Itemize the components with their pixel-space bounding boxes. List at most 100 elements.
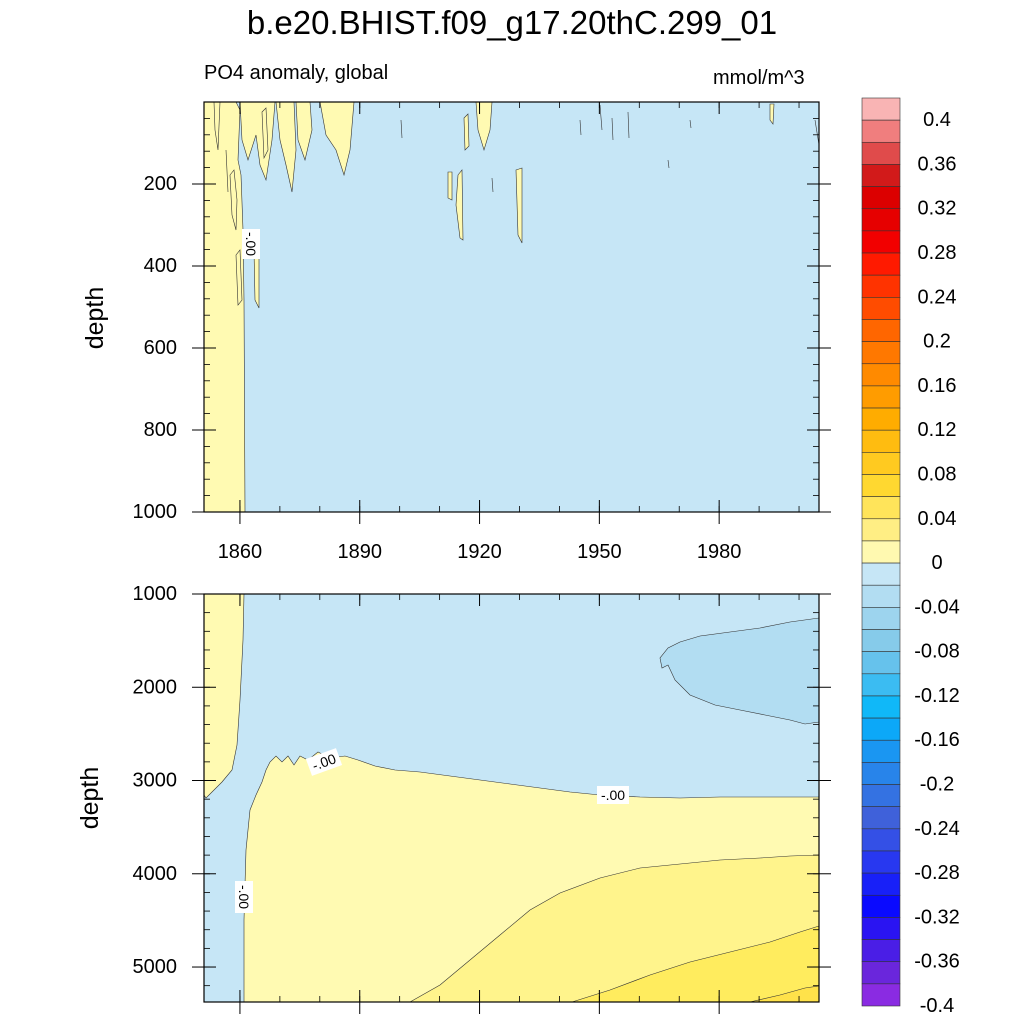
lower-contour-label-1: -.00 xyxy=(305,748,343,776)
upper-plot-frame xyxy=(203,101,820,513)
colorbar-label: -0.24 xyxy=(914,818,960,840)
upper-panel: -.00 200 400 600 800 1000 1860 1890 1920 1950 19… xyxy=(81,101,831,563)
upper-positive-patch xyxy=(515,167,523,244)
y-tick-label: 1000 xyxy=(133,583,178,605)
colorbar-swatch xyxy=(861,297,901,320)
colorbar xyxy=(861,97,901,1007)
colorbar-swatch xyxy=(861,407,901,431)
lower-y-axis-label: depth xyxy=(76,767,104,830)
y-tick-label: 5000 xyxy=(133,956,178,978)
colorbar-swatch xyxy=(861,607,901,630)
x-tick-label: 1980 xyxy=(697,541,742,563)
upper-contour-label-1: -.00 xyxy=(242,229,260,259)
lower-negative-blob xyxy=(659,617,820,725)
colorbar-label: -0.4 xyxy=(920,995,954,1017)
upper-positive-patch xyxy=(235,249,243,306)
colorbar-swatch xyxy=(861,762,901,785)
colorbar-label: -0.04 xyxy=(914,596,960,618)
colorbar-labels: 0.4 0.36 0.32 0.28 0.24 0.2 0.16 0.12 0.08 0.04 0 -… xyxy=(914,109,960,1017)
upper-positive-band xyxy=(203,101,246,513)
y-tick-label: 800 xyxy=(144,419,177,441)
upper-x-axis: 1860 1890 1920 1950 1980 xyxy=(218,102,800,563)
colorbar-label: 0.28 xyxy=(918,242,957,264)
colorbar-swatch xyxy=(861,562,901,586)
colorbar-swatch xyxy=(861,363,901,387)
colorbar-label: 0.12 xyxy=(918,419,957,441)
svg-text:-.00: -.00 xyxy=(236,885,252,909)
colorbar-swatch xyxy=(861,584,901,608)
upper-positive-patch xyxy=(229,169,238,231)
colorbar-swatch xyxy=(861,274,901,298)
colorbar-swatch xyxy=(861,252,901,276)
lower-plot-frame xyxy=(203,593,820,1003)
colorbar-label: -0.32 xyxy=(914,906,960,928)
colorbar-swatch xyxy=(861,429,901,453)
colorbar-swatch xyxy=(861,961,901,985)
colorbar-swatch xyxy=(861,319,901,342)
colorbar-label: -0.36 xyxy=(914,951,960,973)
colorbar-swatch xyxy=(861,939,901,963)
colorbar-label: 0.2 xyxy=(923,331,951,353)
colorbar-swatch xyxy=(861,828,901,852)
colorbar-swatch xyxy=(861,164,901,187)
chart-units: mmol/m^3 xyxy=(713,67,805,89)
chart-subtitle-variable: PO4 anomaly, global xyxy=(204,62,389,84)
colorbar-swatch xyxy=(861,540,901,564)
colorbar-label: -0.2 xyxy=(920,774,954,796)
y-tick-label: 2000 xyxy=(133,676,178,698)
colorbar-label: -0.28 xyxy=(914,862,960,884)
y-tick-label: 400 xyxy=(144,255,177,277)
upper-negative-region xyxy=(204,102,819,512)
colorbar-swatch xyxy=(861,97,901,121)
upper-positive-patch xyxy=(769,103,775,125)
x-tick-label: 1920 xyxy=(457,541,502,563)
y-tick-label: 1000 xyxy=(133,501,178,523)
lower-panel: -.00 -.00 -.00 1000 2000 3000 4000 5000 dept… xyxy=(76,583,831,1014)
colorbar-label: 0.36 xyxy=(918,153,957,175)
colorbar-swatch xyxy=(861,186,901,210)
colorbar-swatch xyxy=(861,983,901,1007)
y-tick-label: 200 xyxy=(144,173,177,195)
colorbar-label: 0.04 xyxy=(918,508,957,530)
colorbar-swatch xyxy=(861,119,901,143)
upper-y-axis: 200 400 600 800 1000 xyxy=(133,101,831,523)
x-tick-label: 1890 xyxy=(337,541,382,563)
colorbar-swatch xyxy=(861,784,901,807)
colorbar-swatch xyxy=(861,872,901,896)
colorbar-label: 0.4 xyxy=(923,109,951,131)
svg-text:-.00: -.00 xyxy=(310,750,338,773)
lower-positive-strip xyxy=(203,593,245,799)
y-tick-label: 600 xyxy=(144,337,177,359)
colorbar-swatch xyxy=(861,385,901,409)
colorbar-swatch xyxy=(861,739,901,763)
y-tick-label: 4000 xyxy=(133,863,178,885)
lower-x-axis xyxy=(239,594,800,1014)
upper-positive-patch xyxy=(447,171,453,201)
lower-contour-label-2: -.00 xyxy=(597,786,629,804)
upper-positive-patch xyxy=(463,113,470,151)
colorbar-swatch xyxy=(861,474,901,497)
colorbar-swatch xyxy=(861,850,901,874)
colorbar-swatch xyxy=(861,496,901,520)
colorbar-swatch xyxy=(861,917,901,940)
upper-positive-patch xyxy=(261,107,269,160)
svg-text:-.00: -.00 xyxy=(243,232,259,256)
upper-contour-sliver xyxy=(225,104,820,193)
colorbar-swatch xyxy=(861,806,901,830)
upper-y-axis-label: depth xyxy=(81,287,109,350)
colorbar-swatch xyxy=(861,452,901,475)
colorbar-swatch xyxy=(861,717,901,741)
colorbar-swatch xyxy=(861,629,901,652)
x-tick-label: 1860 xyxy=(218,541,263,563)
colorbar-label: 0.08 xyxy=(918,463,957,485)
colorbar-swatch xyxy=(861,695,901,719)
colorbar-swatch xyxy=(861,141,901,165)
colorbar-swatch xyxy=(861,230,901,254)
y-tick-label: 3000 xyxy=(133,770,178,792)
colorbar-swatch xyxy=(861,894,901,918)
upper-positive-patch xyxy=(455,169,464,241)
colorbar-label: 0.16 xyxy=(918,375,957,397)
colorbar-swatch xyxy=(861,518,901,542)
colorbar-swatch xyxy=(861,651,901,675)
